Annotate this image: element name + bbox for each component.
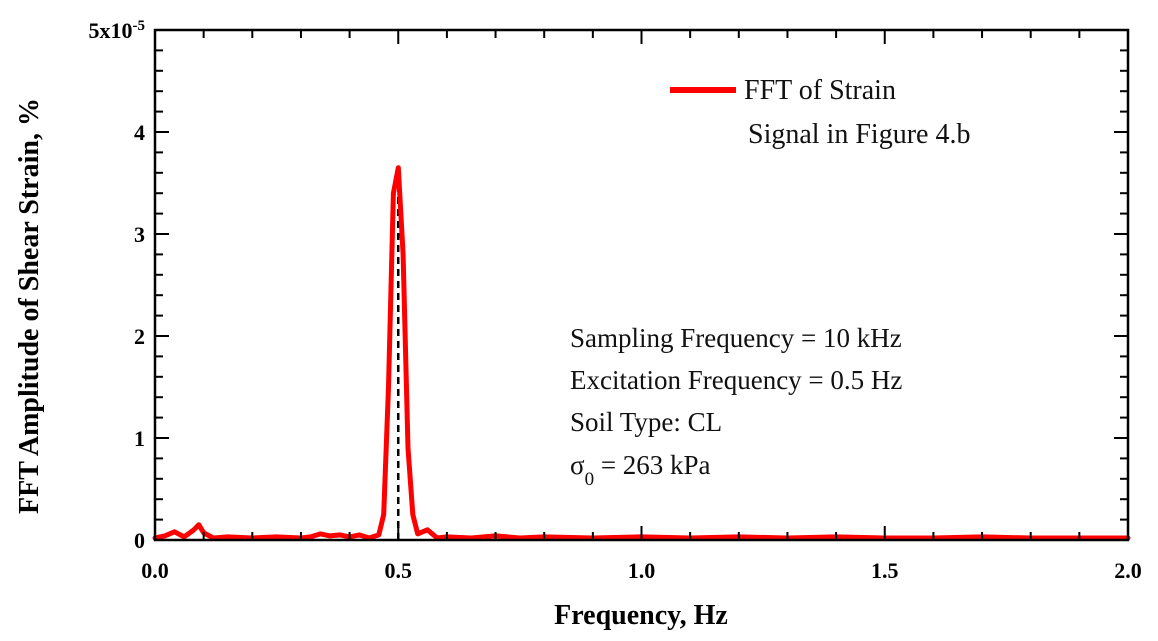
y-tick-label: 2: [134, 324, 145, 349]
annotation-sampling-frequency: Sampling Frequency = 10 kHz: [570, 323, 902, 353]
x-tick-label: 0.5: [385, 558, 413, 583]
stress-subscript: 0: [585, 469, 595, 490]
stress-value: = 263 kPa: [594, 450, 710, 480]
y-tick-label: 0: [134, 528, 145, 553]
legend-label: FFT of Strain: [744, 75, 896, 106]
y-tick-label: 1: [134, 426, 145, 451]
x-tick-label: 1.5: [871, 558, 899, 583]
y-scale-exponent: -5: [133, 18, 146, 34]
legend-label-line2: Signal in Figure 4.b: [748, 119, 970, 150]
axes: 0.0 0.5 1.0 1.5 2.0 0 1 2 3 4 5x10-5: [89, 18, 1142, 583]
x-tick-label: 2.0: [1114, 558, 1142, 583]
series-line-0: [152, 165, 1131, 541]
legend: FFT of Strain Signal in Figure 4.b: [670, 75, 970, 150]
y-tick-label-base: 5x10: [89, 18, 133, 43]
x-tick-label: 0.0: [141, 558, 169, 583]
y-tick-label: 4: [134, 120, 145, 145]
annotation-confining-stress: σ0 = 263 kPa: [570, 450, 711, 490]
y-tick-label: 3: [134, 222, 145, 247]
plot-area: [152, 165, 1131, 541]
x-tick-label: 1.0: [628, 558, 656, 583]
annotation-soil-type: Soil Type: CL: [570, 407, 722, 437]
annotation-block: Sampling Frequency = 10 kHz Excitation F…: [570, 323, 902, 490]
annotation-excitation-frequency: Excitation Frequency = 0.5 Hz: [570, 365, 902, 395]
y-tick-label: 5x10-5: [89, 18, 146, 43]
stress-symbol: σ: [570, 450, 585, 480]
x-axis-title: Frequency, Hz: [554, 600, 728, 631]
y-axis-title: FFT Amplitude of Shear Strain, %: [14, 98, 45, 514]
